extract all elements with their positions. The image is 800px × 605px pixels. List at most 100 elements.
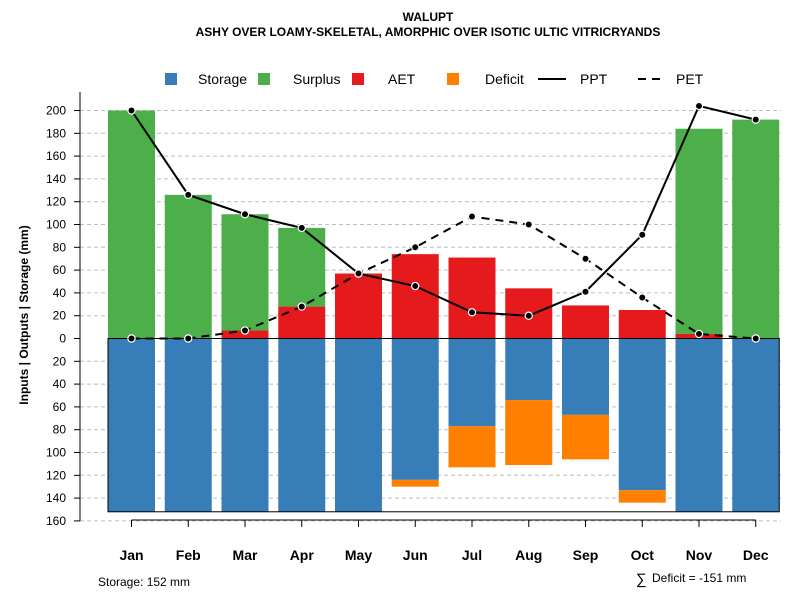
surplus-bar — [221, 214, 269, 331]
storage-bar — [618, 338, 666, 491]
aet-bar — [562, 305, 609, 339]
y-tick-label: 100 — [46, 218, 66, 232]
deficit-bar — [448, 426, 496, 468]
legend-label: PPT — [580, 71, 608, 87]
pet-point — [638, 293, 647, 302]
ppt-point — [524, 311, 533, 320]
chart-title: WALUPT — [403, 10, 454, 24]
x-tick-label: May — [345, 547, 372, 563]
ppt-point — [581, 287, 590, 296]
pet-line — [131, 215, 756, 340]
x-tick-label: Jan — [119, 547, 143, 563]
storage-bar — [732, 338, 780, 512]
ppt-point — [467, 308, 477, 317]
surplus-bar — [675, 128, 723, 334]
y-tick-label: 40 — [53, 286, 67, 300]
pet-point — [524, 220, 533, 229]
x-tick-label: Jun — [403, 547, 428, 563]
storage-bar — [448, 338, 496, 427]
y-tick-label: 160 — [46, 149, 66, 163]
deficit-footnote: Deficit = -151 mm — [652, 571, 746, 585]
pet-point — [467, 212, 477, 221]
y-tick-label: 40 — [53, 377, 67, 391]
legend-label: Storage — [198, 71, 247, 87]
y-tick-label: 140 — [46, 491, 66, 505]
x-tick-label: Sep — [573, 547, 599, 563]
deficit-bar — [618, 490, 666, 503]
storage-bar — [278, 338, 326, 512]
aet-bar — [335, 273, 382, 339]
ppt-point — [297, 223, 306, 233]
legend-label: Deficit — [485, 71, 524, 87]
y-tick-label: 60 — [53, 263, 67, 277]
legend-swatch — [447, 73, 459, 85]
y-tick-label: 80 — [53, 423, 67, 437]
y-tick-label: 100 — [46, 446, 66, 460]
x-tick-label: Mar — [233, 547, 258, 563]
ppt-point — [638, 230, 647, 239]
legend-label: PET — [676, 71, 704, 87]
storage-bar — [675, 338, 723, 512]
sum-symbol: ∑ — [636, 571, 647, 588]
pet-point — [127, 334, 136, 343]
pet-point — [694, 329, 704, 339]
x-tick-label: Apr — [290, 547, 315, 563]
legend-swatch — [165, 73, 177, 85]
axes-layer: 2001801601401201008060402002040608010012… — [46, 92, 769, 563]
legend-label: AET — [388, 71, 416, 87]
storage-footnote: Storage: 152 mm — [98, 575, 190, 589]
surplus-bar — [278, 227, 326, 307]
y-tick-label: 20 — [53, 354, 67, 368]
storage-bar — [108, 338, 155, 512]
y-tick-label: 140 — [46, 172, 66, 186]
surplus-bar — [732, 119, 780, 339]
ppt-point — [354, 269, 363, 278]
pet-point — [240, 326, 250, 335]
storage-bar — [221, 338, 269, 512]
aet-bar — [278, 306, 326, 339]
legend-label: Surplus — [293, 71, 340, 87]
aet-bar — [391, 254, 439, 339]
storage-bar — [505, 338, 553, 401]
pet-point — [751, 334, 760, 343]
deficit-bar — [562, 414, 609, 460]
deficit-bar — [391, 479, 439, 487]
legend: Storage Surplus AET Deficit PPT PET — [165, 71, 704, 87]
legend-swatch — [352, 73, 364, 85]
pet-point — [184, 334, 193, 343]
surplus-bar — [164, 194, 212, 339]
aet-bar — [618, 310, 666, 339]
x-tick-label: Feb — [176, 547, 201, 563]
storage-bar — [164, 338, 212, 512]
y-tick-label: 60 — [53, 400, 67, 414]
y-tick-label: 20 — [53, 309, 67, 323]
y-tick-label: 0 — [59, 332, 66, 346]
ppt-point — [184, 190, 193, 200]
y-tick-label: 200 — [46, 104, 66, 118]
storage-bar — [335, 338, 382, 512]
pet-point — [411, 243, 420, 252]
y-tick-label: 80 — [53, 240, 67, 254]
chart-subtitle: ASHY OVER LOAMY-SKELETAL, AMORPHIC OVER … — [196, 25, 661, 39]
ppt-line — [130, 104, 756, 317]
x-tick-label: Jul — [462, 547, 482, 563]
pet-point — [297, 302, 306, 311]
y-tick-label: 120 — [46, 195, 66, 209]
x-tick-label: Dec — [743, 547, 769, 563]
ppt-point — [240, 210, 250, 219]
x-tick-label: Oct — [631, 547, 655, 563]
y-tick-label: 160 — [46, 514, 66, 528]
y-tick-label: 180 — [46, 126, 66, 140]
y-axis-title: Inputs | Outputs | Storage (mm) — [17, 225, 31, 404]
ppt-point — [411, 281, 420, 291]
ppt-point — [127, 106, 136, 115]
deficit-bar — [505, 400, 553, 466]
ppt-point — [751, 115, 760, 124]
storage-bar — [562, 338, 609, 415]
pet-point — [581, 254, 590, 263]
ppt-point — [694, 101, 704, 111]
y-tick-label: 120 — [46, 468, 66, 482]
surplus-bar — [108, 110, 155, 339]
